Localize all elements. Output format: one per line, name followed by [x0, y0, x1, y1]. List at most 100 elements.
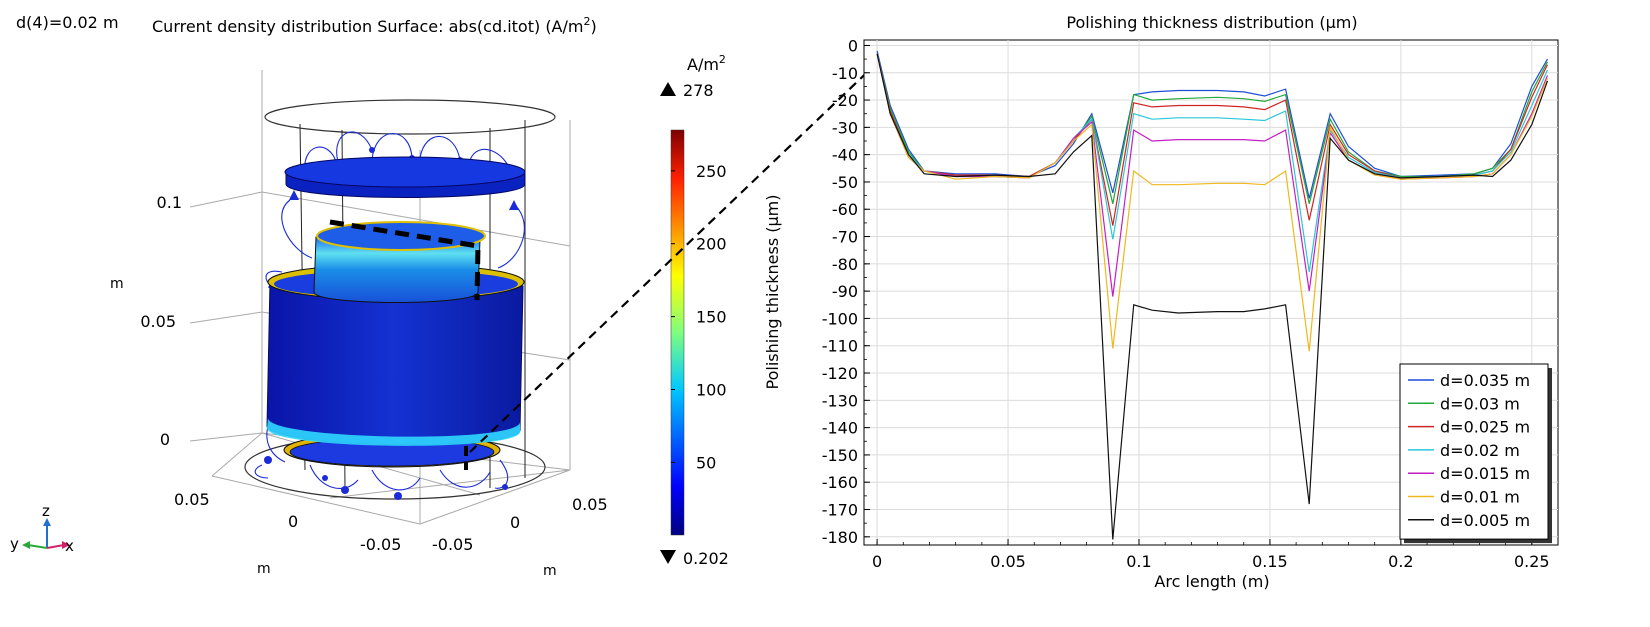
colorbar-tick-label: 150 — [696, 308, 727, 327]
chart-legend: d=0.035 m d=0.03 m d=0.025 m d=0.02 m d=0.01… — [1399, 363, 1552, 544]
outer-cylinder-body — [266, 281, 524, 446]
y-tick-label: -120 — [822, 364, 858, 383]
streamline — [281, 199, 313, 259]
y-tick-label: -90 — [832, 282, 858, 301]
top-disk-face — [284, 156, 526, 188]
evaluation-path-line — [329, 219, 481, 301]
legend-entry: d=0.015 m — [1440, 464, 1530, 483]
streamline-arrow — [369, 147, 375, 153]
triad-y-axis — [27, 544, 48, 549]
streamline — [494, 459, 509, 489]
y-tick-label: 0.05 — [174, 490, 210, 509]
streamline-arrow — [289, 190, 299, 200]
colorbar-ticks: 250 200 150 100 50 — [671, 162, 727, 472]
colorbar-min-label: 0.202 — [683, 549, 729, 568]
grid-line — [419, 469, 571, 525]
y-tick-label: -170 — [822, 501, 858, 520]
series-line-d-0-005-m — [876, 53, 1549, 540]
grid-line — [261, 191, 571, 247]
y-tick-label: -110 — [822, 337, 858, 356]
color-legend: A/m2 278 250 200 150 100 50 0.202 — [660, 53, 729, 568]
annotation-arrow — [469, 58, 882, 453]
chart-title: Polishing thickness distribution (µm) — [1066, 13, 1357, 32]
streamline — [371, 469, 421, 491]
triad-x-arrow — [62, 541, 70, 549]
x-tick-label: 0.25 — [1514, 552, 1550, 571]
chart-axes: 0 0.05 0.1 0.15 0.2 0.25 0 -10 -20 -30 -40 -50 -60 -7… — [822, 36, 1550, 571]
polishing-thickness-chart: Polishing thickness distribution (µm) 0 0… — [763, 13, 1559, 591]
legend-entry: d=0.005 m — [1440, 511, 1530, 530]
x-axis-unit: m — [543, 563, 557, 579]
current-density-3d-view: d(4)=0.02 m Current density distribution… — [10, 13, 729, 579]
legend-box — [1399, 363, 1549, 540]
streamline — [309, 464, 359, 489]
legend-entry: d=0.025 m — [1440, 418, 1530, 437]
series-line-d-0-01-m — [876, 53, 1549, 352]
streamline-arrow — [322, 475, 328, 481]
y-tick-label: -30 — [832, 118, 858, 137]
y-tick-label: -60 — [832, 200, 858, 219]
x-tick-label: 0 — [510, 513, 520, 532]
y-axis-label: Polishing thickness (µm) — [763, 195, 782, 390]
triad-z-arrow — [43, 518, 51, 526]
left-plot-title: Current density distribution Surface: ab… — [152, 15, 597, 36]
y-tick-label: -140 — [822, 419, 858, 438]
streamline — [371, 133, 413, 161]
inner-cylinder-body — [313, 236, 481, 303]
orientation-triad: z y x — [10, 502, 74, 555]
y-tick-label: -70 — [832, 228, 858, 247]
triad-x-axis — [46, 544, 65, 549]
colorbar-unit-sup: 2 — [719, 53, 726, 66]
streamline-arrow — [394, 492, 402, 500]
z-tick-label: 0.1 — [157, 193, 182, 212]
y-tick-label: 0 — [288, 512, 298, 531]
grid-line — [329, 469, 571, 499]
x-tick-label: 0.05 — [990, 552, 1026, 571]
triad-y-label: y — [10, 535, 19, 553]
x-tick-label: 0.15 — [1252, 552, 1288, 571]
streamline — [254, 464, 269, 479]
triad-y-arrow — [22, 541, 30, 549]
y-tick-label: -180 — [822, 528, 858, 547]
x-tick-label: 0.1 — [1126, 552, 1151, 571]
streamline — [419, 135, 461, 161]
triad-x-label: x — [65, 537, 74, 555]
x-tick-label: 0 — [872, 552, 882, 571]
colorbar-tick-label: 200 — [696, 235, 727, 254]
x-tick-label: 0.05 — [572, 495, 608, 514]
grid-line — [189, 191, 263, 208]
streamline — [497, 204, 525, 269]
colorbar-max-label: 278 — [683, 81, 714, 100]
colorbar-min-triangle-icon — [660, 550, 676, 564]
outer-cylinder-bottom-glow — [267, 418, 520, 446]
y-tick-label: 0 — [848, 36, 858, 55]
left-title-main: Current density distribution Surface: ab… — [152, 17, 583, 36]
top-domain-outline — [264, 99, 556, 135]
streamline — [336, 131, 373, 163]
x-tick-label: -0.05 — [432, 535, 473, 554]
streamline-arrow — [509, 200, 519, 210]
streamline — [439, 469, 491, 488]
y-tick-label: -160 — [822, 473, 858, 492]
y-tick-label: -80 — [832, 255, 858, 274]
y-tick-label: -150 — [822, 446, 858, 465]
grid-line — [189, 311, 263, 324]
z-axis-unit: m — [110, 276, 124, 292]
grid-line — [211, 432, 263, 477]
z-tick-label: 0.05 — [140, 312, 176, 331]
legend-entry: d=0.035 m — [1440, 371, 1530, 390]
y-tick-label: -20 — [832, 91, 858, 110]
parameter-label: d(4)=0.02 m — [16, 13, 119, 32]
grid-line — [189, 432, 263, 442]
y-tick-label: -50 — [832, 173, 858, 192]
streamline-arrow — [264, 456, 272, 464]
y-tick-label: -100 — [822, 309, 858, 328]
left-title-sup: 2 — [583, 15, 590, 28]
legend-entry: d=0.01 m — [1440, 488, 1520, 507]
colorbar-unit-main: A/m — [687, 55, 719, 74]
y-tick-label: -130 — [822, 391, 858, 410]
series-line-d-0-035-m — [876, 50, 1549, 199]
legend-entry: d=0.03 m — [1440, 394, 1520, 413]
streamline-arrow — [502, 484, 508, 490]
